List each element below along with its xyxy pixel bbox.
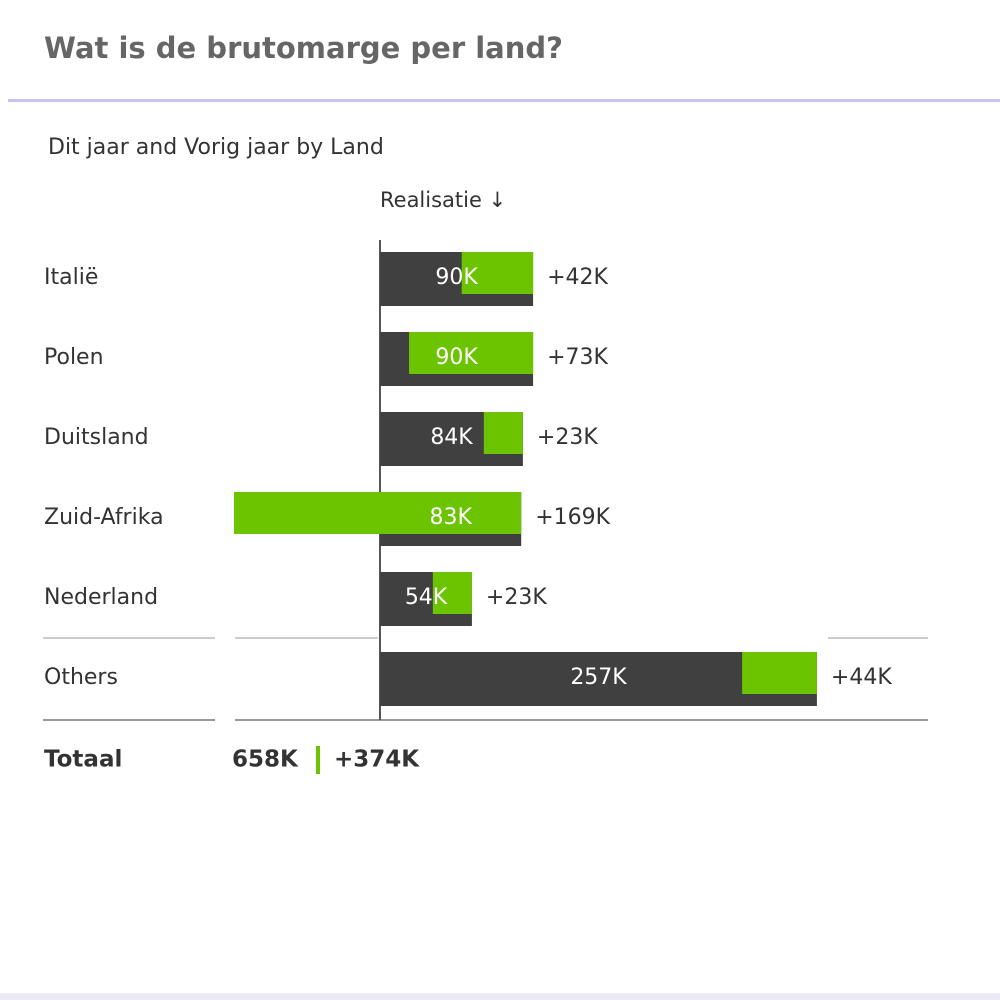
value-label: 83K bbox=[429, 505, 472, 530]
delta-label: +169K bbox=[535, 505, 610, 530]
category-label: Others bbox=[44, 665, 118, 690]
value-label: 90K bbox=[435, 265, 478, 290]
delta-label: +42K bbox=[547, 265, 608, 290]
category-label: Duitsland bbox=[44, 425, 149, 450]
total-divider bbox=[316, 746, 320, 774]
chart-subtitle: Dit jaar and Vorig jaar by Land bbox=[48, 135, 384, 160]
column-header: Realisatie ↓ bbox=[380, 188, 506, 212]
category-label: Nederland bbox=[44, 585, 158, 610]
delta-bar bbox=[432, 572, 472, 614]
delta-bar bbox=[234, 492, 522, 534]
delta-bar bbox=[483, 412, 523, 454]
value-label: 84K bbox=[430, 425, 473, 450]
page-title: Wat is de brutomarge per land? bbox=[44, 31, 563, 65]
delta-bar bbox=[461, 252, 534, 294]
total-label: Totaal bbox=[44, 747, 122, 773]
delta-label: +23K bbox=[486, 585, 547, 610]
category-label: Zuid-Afrika bbox=[44, 505, 164, 530]
footer-stripe bbox=[0, 993, 1000, 1000]
category-label: Italië bbox=[44, 265, 98, 290]
header-divider bbox=[8, 99, 1000, 102]
value-label: 90K bbox=[435, 345, 478, 370]
value-label: 257K bbox=[570, 665, 627, 690]
delta-label: +44K bbox=[831, 665, 892, 690]
total-delta: +374K bbox=[334, 747, 420, 773]
value-label: 54K bbox=[405, 585, 448, 610]
delta-label: +73K bbox=[547, 345, 608, 370]
total-value: 658K bbox=[232, 747, 299, 773]
delta-label: +23K bbox=[537, 425, 598, 450]
delta-bar bbox=[742, 652, 817, 694]
category-label: Polen bbox=[44, 345, 104, 370]
delta-bar bbox=[409, 332, 534, 374]
